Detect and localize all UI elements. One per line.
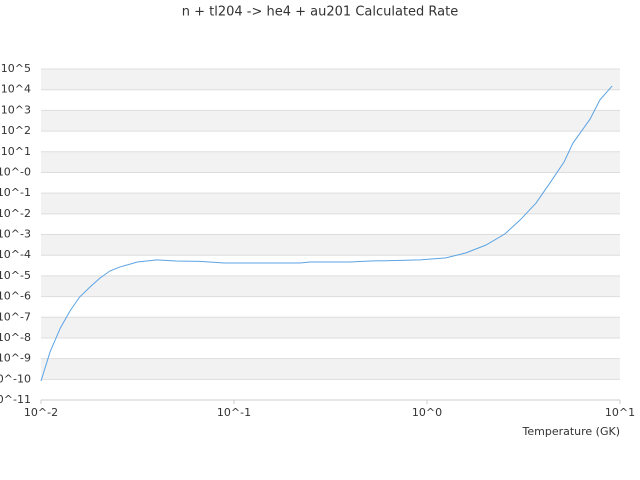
y-tick-label: 10^-7 (0, 310, 31, 323)
y-tick-label: 10^5 (1, 62, 31, 75)
y-tick-label: 10^1 (1, 145, 31, 158)
y-tick-label: 10^-3 (0, 228, 31, 241)
y-tick-label: 10^-10 (0, 372, 31, 385)
y-tick-label: 10^-1 (0, 186, 31, 199)
grid-band (41, 151, 620, 173)
grid-band (41, 317, 620, 338)
y-tick-label: 10^4 (1, 83, 31, 96)
chart-title: n + tl204 -> he4 + au201 Calculated Rate (182, 5, 459, 20)
x-tick-label: 10^-1 (217, 406, 251, 419)
y-tick-label: 10^2 (1, 124, 31, 137)
y-tick-label: 10^-2 (0, 207, 31, 220)
grid-band (41, 234, 620, 256)
y-tick-label: 10^-6 (0, 290, 31, 303)
y-tick-label: 10^-9 (0, 352, 31, 365)
y-tick-label: 10^-11 (0, 393, 31, 406)
x-tick-label: 10^1 (605, 406, 635, 419)
y-tick-label: 10^-8 (0, 331, 31, 344)
grid-band (41, 275, 620, 297)
x-tick-label: 10^0 (412, 406, 442, 419)
y-tick-label: 10^-4 (0, 248, 31, 261)
data-line (40, 85, 613, 382)
y-tick-label: 10^3 (1, 103, 31, 116)
x-axis-label: Temperature (GK) (522, 425, 621, 438)
grid-band (41, 110, 620, 132)
grid-band (41, 193, 620, 214)
y-tick-label: 10^-5 (0, 269, 31, 282)
x-tick-label: 10^-2 (24, 406, 58, 419)
grid-band (41, 69, 620, 90)
y-tick-label: 10^-0 (0, 165, 31, 178)
grid-band (41, 358, 620, 380)
